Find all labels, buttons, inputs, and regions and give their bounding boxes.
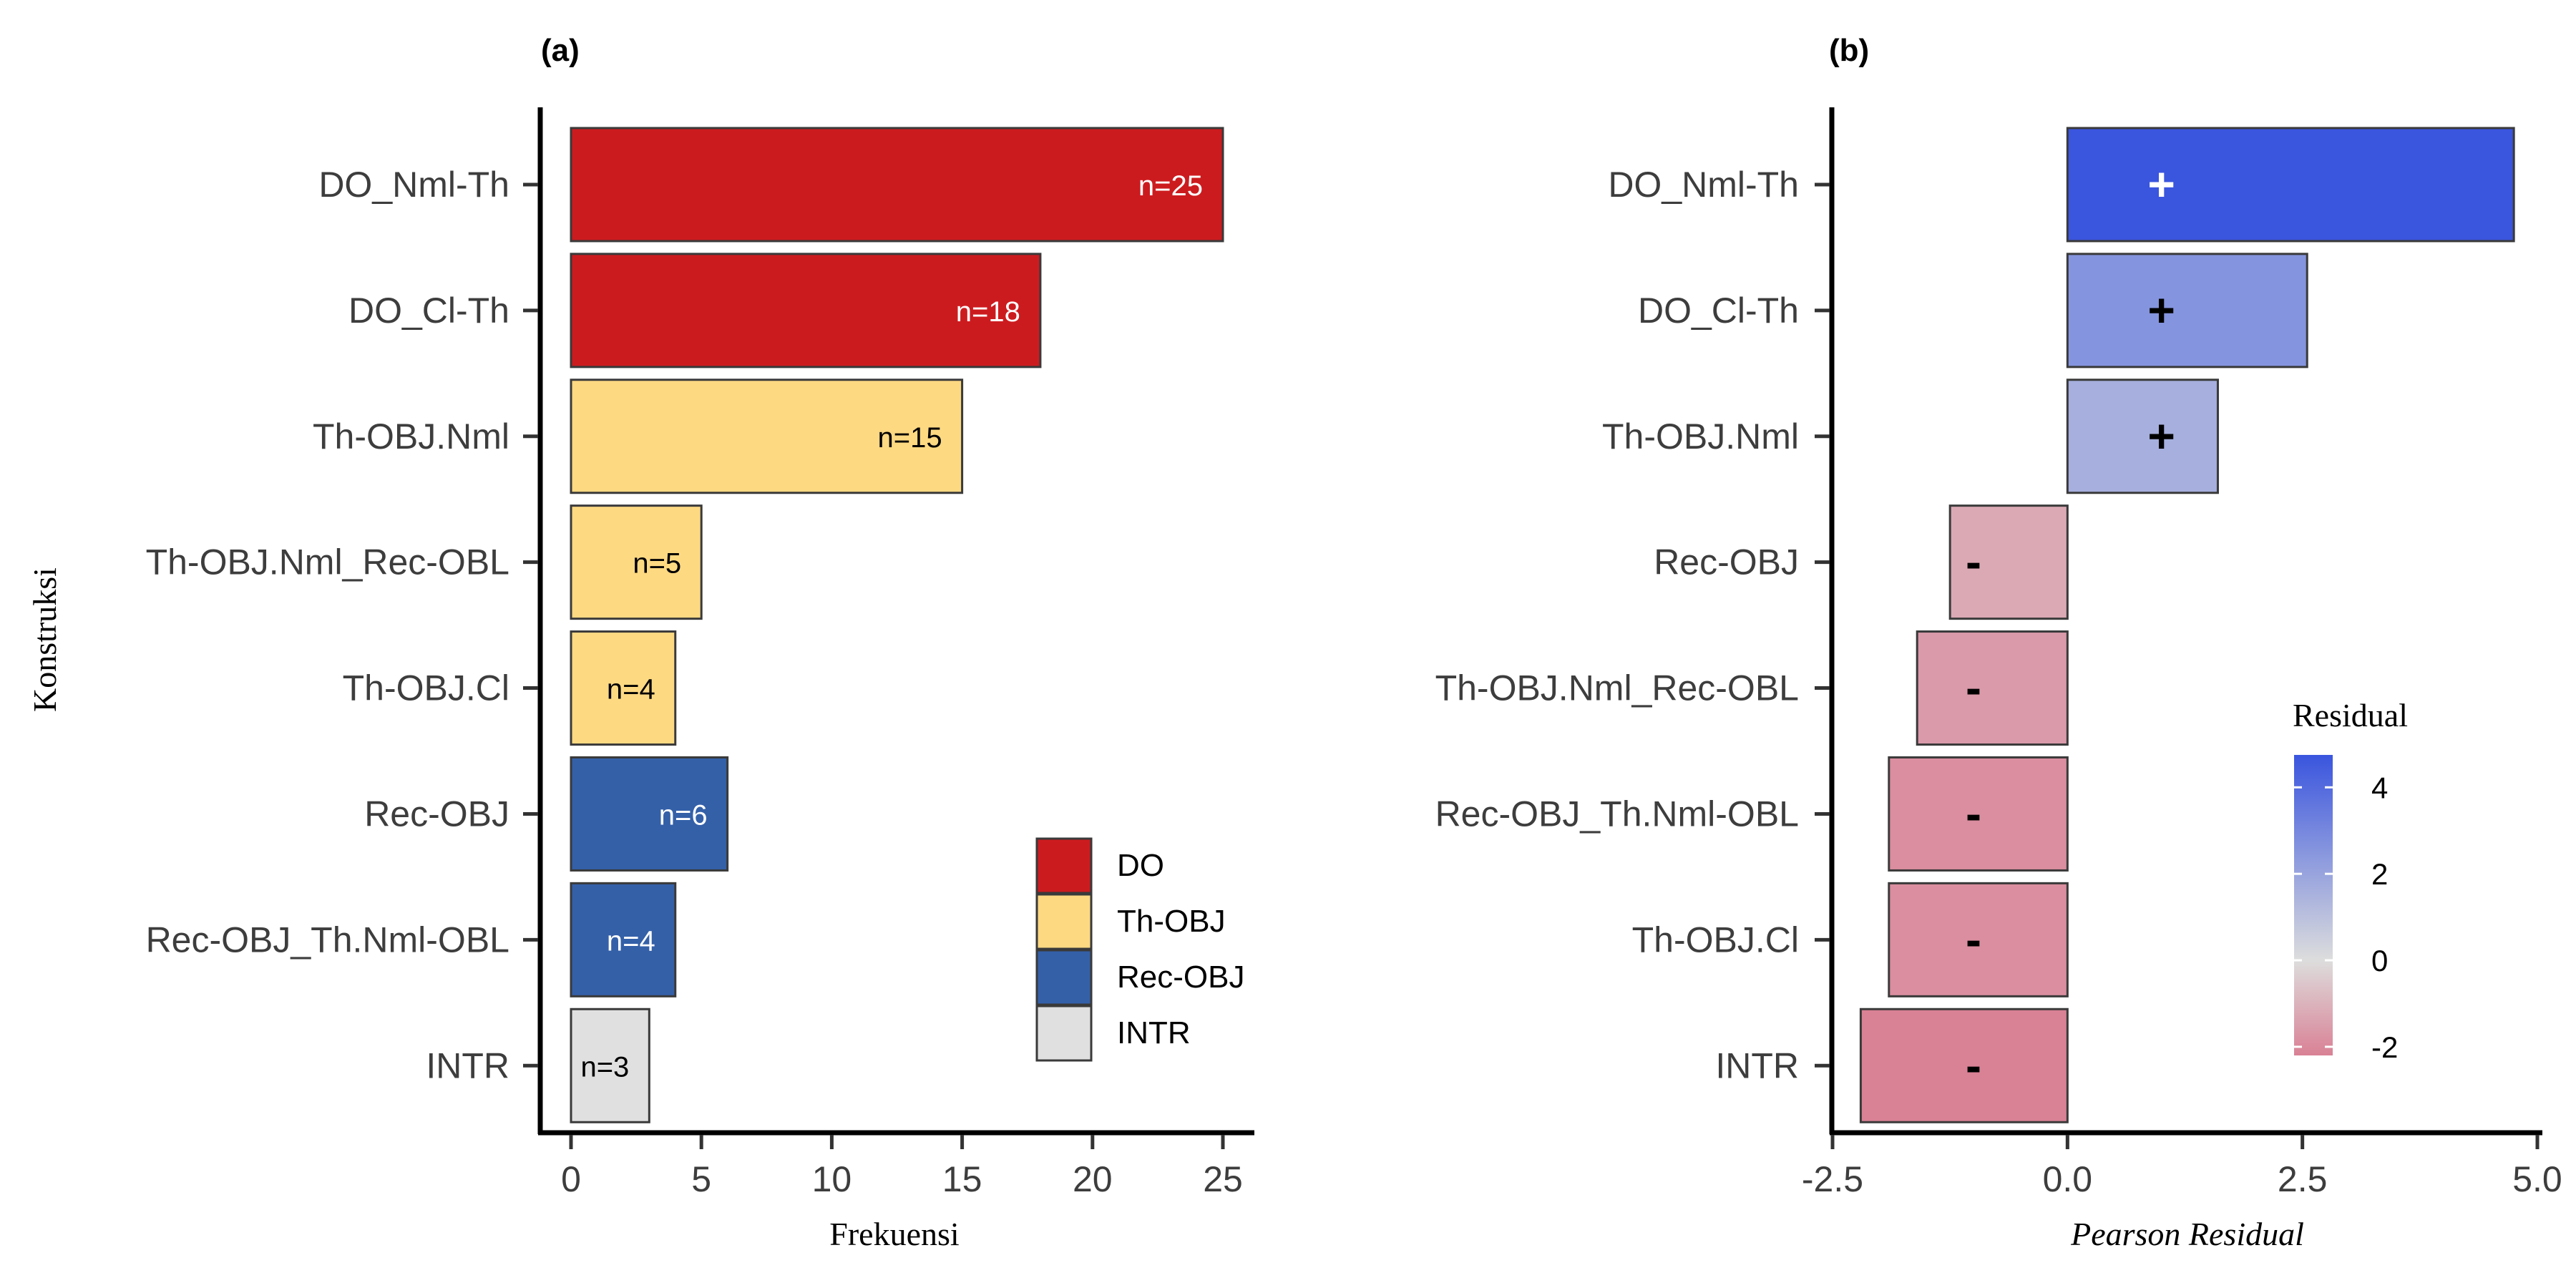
y-tick-label-b-3: Rec-OBJ	[1654, 542, 1799, 582]
x-tick-label-a-2: 10	[812, 1159, 852, 1199]
bar-a-4	[570, 630, 677, 746]
bar-b-1	[2066, 253, 2308, 369]
sign-label-b-5: -	[1966, 786, 1981, 839]
x-tick-label-b-2: 2.5	[2278, 1159, 2328, 1199]
bar-b-0	[2066, 127, 2515, 243]
x-tick-label-a-0: 0	[561, 1159, 581, 1199]
y-tick-label-a-0: DO_Nml-Th	[318, 165, 509, 205]
legend-swatch-0	[1035, 837, 1093, 894]
y-tick-label-a-1: DO_Cl-Th	[348, 291, 509, 331]
y-tick-label-b-6: Th-OBJ.Cl	[1632, 919, 1799, 960]
colorbar-tick-label-3: -2	[2371, 1030, 2398, 1064]
bar-a-6	[570, 882, 677, 997]
colorbar-tick-label-1: 2	[2371, 857, 2388, 891]
bar-a-5	[570, 756, 729, 872]
data-label-a-2: n=15	[877, 422, 942, 454]
sign-label-b-2: +	[2147, 409, 2175, 462]
bar-b-6	[1888, 882, 2069, 997]
x-tick-label-b-0: -2.5	[1802, 1159, 1863, 1199]
data-label-a-0: n=25	[1138, 170, 1203, 202]
colorbar-tick-label-0: 4	[2371, 771, 2388, 804]
bar-b-2	[2066, 379, 2219, 494]
x-tick-label-a-4: 20	[1073, 1159, 1113, 1199]
legend-label-2: Rec-OBJ	[1117, 960, 1244, 995]
sign-label-b-1: +	[2147, 283, 2175, 336]
y-tick-label-b-5: Rec-OBJ_Th.Nml-OBL	[1435, 794, 1799, 834]
x-tick-label-a-5: 25	[1203, 1159, 1243, 1199]
data-label-a-4: n=4	[607, 674, 655, 706]
colorbar-gradient	[2294, 755, 2333, 1055]
y-tick-label-a-3: Th-OBJ.Nml_Rec-OBL	[146, 542, 509, 582]
y-tick-label-b-4: Th-OBJ.Nml_Rec-OBL	[1435, 668, 1799, 708]
panel-b-colorbar: Residual 4 2 0 -2	[2293, 697, 2408, 1064]
bar-b-4	[1916, 630, 2069, 746]
y-tick-label-b-1: DO_Cl-Th	[1638, 291, 1799, 331]
panel-b: (b) Pearson Residual + + + - - - - - DO_Nml-Th D…	[1435, 33, 2562, 1252]
colorbar-tick-label-2: 0	[2371, 944, 2388, 977]
data-label-a-6: n=4	[607, 925, 655, 957]
data-label-a-7: n=3	[580, 1051, 629, 1083]
legend-label-3: INTR	[1117, 1015, 1191, 1050]
bar-b-3	[1948, 504, 2069, 620]
bar-a-2	[570, 379, 964, 494]
y-tick-label-b-2: Th-OBJ.Nml	[1602, 416, 1799, 457]
x-tick-label-a-3: 15	[942, 1159, 982, 1199]
legend-label-1: Th-OBJ	[1117, 904, 1226, 939]
y-tick-label-b-0: DO_Nml-Th	[1608, 165, 1799, 205]
panel-a-x-axis-title: Frekuensi	[829, 1216, 959, 1252]
bar-b-5	[1888, 756, 2069, 872]
sign-label-b-3: -	[1966, 535, 1981, 588]
data-label-a-3: n=5	[633, 548, 681, 580]
sign-label-b-4: -	[1966, 661, 1981, 714]
y-tick-label-a-5: Rec-OBJ	[364, 794, 509, 834]
y-tick-label-a-6: Rec-OBJ_Th.Nml-OBL	[146, 919, 509, 960]
bar-a-7	[570, 1008, 650, 1123]
y-tick-label-a-7: INTR	[426, 1045, 509, 1085]
x-tick-label-b-3: 5.0	[2512, 1159, 2562, 1199]
sign-label-b-7: -	[1966, 1038, 1981, 1091]
panel-a-label: (a)	[541, 33, 580, 68]
panel-a-y-axis-title: Konstruksi	[26, 567, 63, 712]
sign-label-b-6: -	[1966, 912, 1981, 965]
y-tick-label-a-2: Th-OBJ.Nml	[313, 416, 509, 457]
data-label-a-1: n=18	[956, 296, 1020, 328]
bar-a-3	[570, 504, 703, 620]
y-tick-label-b-7: INTR	[1715, 1045, 1799, 1085]
panel-a-legend: DO Th-OBJ Rec-OBJ INTR	[1035, 837, 1244, 1062]
data-label-a-5: n=6	[659, 799, 708, 831]
x-tick-label-a-1: 5	[691, 1159, 711, 1199]
legend-swatch-2	[1035, 949, 1093, 1006]
bar-a-1	[570, 253, 1042, 369]
panel-b-x-axis-title: Pearson Residual	[2070, 1216, 2304, 1252]
colorbar-title: Residual	[2293, 697, 2408, 733]
x-tick-label-b-1: 0.0	[2043, 1159, 2093, 1199]
panel-a: (a) Konstruksi Frekuensi n=25 n=18 n=15 n=5…	[26, 33, 1254, 1252]
bar-b-7	[1859, 1008, 2069, 1123]
legend-label-0: DO	[1117, 848, 1164, 883]
sign-label-b-0: +	[2147, 157, 2175, 210]
legend-swatch-1	[1035, 893, 1093, 950]
panel-b-label: (b)	[1829, 33, 1869, 68]
legend-swatch-3	[1035, 1005, 1093, 1062]
y-tick-label-a-4: Th-OBJ.Cl	[343, 668, 509, 708]
bar-a-0	[570, 127, 1224, 243]
